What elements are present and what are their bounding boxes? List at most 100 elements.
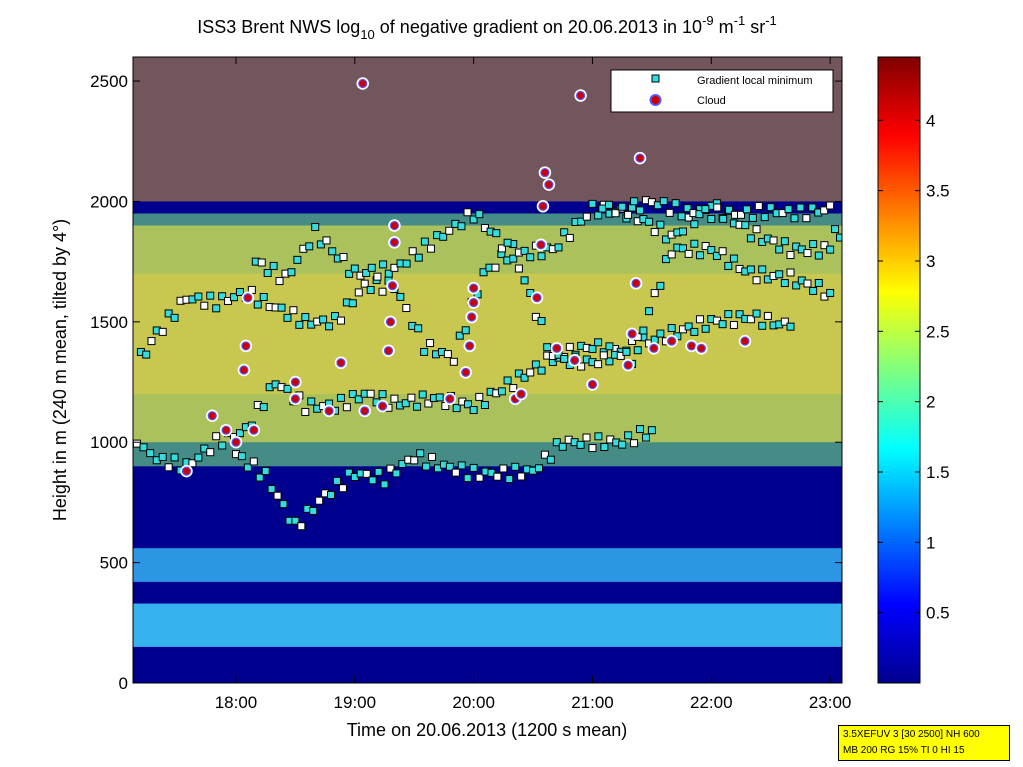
gradient-minimum-marker: [718, 247, 727, 256]
gradient-minimum-marker: [277, 303, 286, 312]
gradient-minimum-marker: [354, 288, 363, 297]
gradient-minimum-marker: [469, 406, 478, 415]
gradient-minimum-marker: [235, 287, 244, 296]
gradient-minimum-marker: [243, 463, 252, 472]
cloud-marker: [377, 401, 388, 411]
gradient-minimum-marker: [701, 205, 710, 214]
x-tick-label: 20:00: [452, 693, 495, 712]
gradient-minimum-marker: [695, 251, 704, 260]
gradient-minimum-marker: [604, 200, 613, 209]
cloud-marker: [570, 355, 580, 365]
gradient-minimum-marker: [269, 261, 278, 270]
gradient-minimum-marker: [677, 212, 686, 221]
gradient-minimum-marker: [792, 281, 801, 290]
gradient-minimum-marker: [344, 468, 353, 477]
gradient-minimum-marker: [206, 291, 215, 300]
gradient-minimum-marker: [509, 384, 518, 393]
x-tick-label: 18:00: [215, 693, 258, 712]
heatmap-bands: [133, 57, 842, 647]
gradient-minimum-marker: [736, 210, 745, 219]
gradient-minimum-marker: [402, 259, 411, 268]
cloud-marker: [231, 437, 241, 447]
gradient-minimum-marker: [635, 425, 644, 434]
gradient-minimum-marker: [656, 329, 665, 338]
gradient-minimum-marker: [695, 315, 704, 324]
gradient-minimum-marker: [505, 475, 514, 484]
gradient-minimum-marker: [325, 322, 334, 331]
gradient-minimum-marker: [684, 249, 693, 258]
legend-marker-gradient-minimum: [651, 74, 660, 83]
gradient-minimum-marker: [618, 440, 627, 449]
gradient-minimum-marker: [537, 317, 546, 326]
gradient-minimum-marker: [463, 400, 472, 409]
gradient-minimum-marker: [576, 440, 585, 449]
gradient-minimum-marker: [158, 327, 167, 336]
gradient-minimum-marker: [748, 213, 757, 222]
gradient-minimum-marker: [327, 491, 336, 500]
gradient-minimum-marker: [336, 393, 345, 402]
gradient-minimum-marker: [499, 464, 508, 473]
gradient-minimum-marker: [667, 324, 676, 333]
gradient-minimum-marker: [780, 279, 789, 288]
gradient-minimum-marker: [439, 232, 448, 241]
gradient-minimum-marker: [786, 268, 795, 277]
gradient-minimum-marker: [754, 202, 763, 211]
cloud-marker: [740, 336, 750, 346]
cloud-marker: [221, 425, 231, 435]
gradient-minimum-marker: [142, 350, 151, 359]
cloud-marker: [360, 406, 370, 416]
gradient-minimum-marker: [354, 395, 363, 404]
gradient-minimum-marker: [237, 452, 246, 461]
cloud-marker: [544, 180, 554, 190]
cloud-marker: [516, 389, 526, 399]
heatmap-band: [133, 548, 842, 582]
x-tick-label: 21:00: [571, 693, 614, 712]
gradient-minimum-marker: [410, 456, 419, 465]
plot-frame: [132, 56, 843, 684]
cloud-marker: [536, 240, 546, 250]
gradient-minimum-marker: [253, 300, 262, 309]
gradient-minimum-marker: [582, 433, 591, 442]
y-tick-label: 2000: [90, 192, 128, 211]
cloud-marker: [686, 341, 697, 351]
gradient-minimum-marker: [650, 289, 659, 298]
gradient-minimum-marker: [366, 389, 375, 398]
gradient-minimum-marker: [752, 309, 761, 318]
gradient-minimum-marker: [831, 225, 840, 234]
cloud-marker: [243, 293, 253, 303]
gradient-minimum-marker: [348, 299, 357, 308]
gradient-minimum-marker: [701, 242, 710, 251]
colorbar-tick-label: 1: [926, 533, 935, 552]
legend-label-gradient-minimum: Gradient local minimum: [697, 75, 813, 87]
gradient-minimum-marker: [701, 324, 710, 333]
y-tick-label: 1500: [90, 313, 128, 332]
colorbar-gradient: [877, 56, 921, 684]
gradient-minimum-marker: [594, 211, 603, 220]
gradient-minimum-marker: [170, 313, 179, 322]
gradient-minimum-marker: [451, 468, 460, 477]
gradient-minimum-marker: [763, 311, 772, 320]
gradient-minimum-marker: [424, 399, 433, 408]
gradient-minimum-marker: [339, 253, 348, 262]
gradient-minimum-marker: [695, 210, 704, 219]
gradient-minimum-marker: [374, 467, 383, 476]
gradient-minimum-marker: [647, 426, 656, 435]
cloud-marker: [627, 329, 637, 339]
cloud-marker: [587, 379, 598, 390]
gradient-minimum-marker: [520, 246, 529, 255]
colorbar-tick-label: 1.5: [926, 463, 950, 482]
gradient-minimum-marker: [814, 278, 823, 287]
gradient-minimum-marker: [588, 199, 597, 208]
info-line-2: MB 200 RG 15% TI 0 HI 15: [843, 745, 965, 756]
gradient-minimum-marker: [514, 264, 523, 273]
gradient-minimum-marker: [350, 264, 359, 273]
cloud-marker: [389, 237, 400, 247]
gradient-minimum-marker: [390, 394, 399, 403]
heatmap-band: [133, 603, 842, 647]
legend-box: [610, 69, 834, 113]
gradient-minimum-marker: [552, 438, 561, 447]
colorbar-tick-label: 3.5: [926, 182, 950, 201]
gradient-minimum-marker: [401, 399, 410, 408]
cloud-marker: [667, 336, 677, 346]
gradient-minimum-marker: [322, 236, 331, 245]
